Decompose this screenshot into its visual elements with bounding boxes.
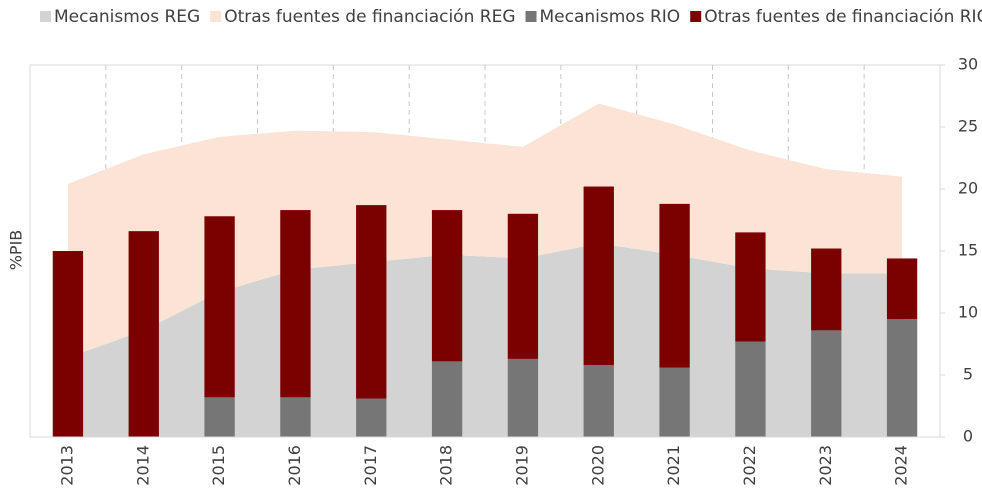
- legend-swatch: [210, 11, 222, 22]
- x-tick-label: 2019: [512, 445, 531, 486]
- bar: [52, 251, 84, 437]
- y-tick-label: 0: [963, 427, 973, 446]
- x-tick-label: 2023: [816, 445, 835, 486]
- x-tick-label: 2020: [588, 445, 607, 486]
- y-tick-label: 15: [958, 241, 978, 260]
- bar: [735, 341, 766, 437]
- x-tick-label: 2021: [664, 445, 683, 486]
- bar: [886, 319, 918, 437]
- x-tick-label: 2016: [285, 445, 304, 486]
- bar: [204, 216, 235, 398]
- bar: [583, 365, 614, 437]
- y-tick-label: 25: [958, 117, 978, 136]
- bar: [507, 358, 539, 437]
- x-tick-label: 2017: [361, 445, 380, 486]
- legend-label: Mecanismos REG: [54, 7, 200, 27]
- x-tick-label: 2024: [892, 445, 911, 486]
- y-tick-label: 30: [958, 55, 978, 74]
- bar: [431, 210, 463, 362]
- y-tick-label: 10: [958, 303, 978, 322]
- x-tick-label: 2014: [133, 445, 152, 486]
- x-tick-label: 2022: [740, 445, 759, 486]
- x-tick-label: 2013: [57, 445, 76, 486]
- bar: [431, 361, 463, 437]
- area: [67, 103, 903, 358]
- bar: [280, 397, 311, 437]
- bar: [659, 203, 690, 368]
- area: [67, 243, 903, 437]
- legend-label: Otras fuentes de financiación REG: [224, 7, 515, 27]
- legend-label: Mecanismos RIO: [540, 7, 681, 27]
- y-tick-label: 5: [963, 365, 973, 384]
- bar: [128, 231, 159, 437]
- legend-label: Otras fuentes de financiación RIO: [704, 7, 982, 27]
- bar: [204, 397, 235, 437]
- legend-swatch: [40, 11, 51, 22]
- bar: [583, 186, 614, 366]
- bar: [356, 398, 387, 437]
- legend-swatch: [690, 11, 702, 22]
- bar: [886, 258, 918, 320]
- bar: [659, 367, 690, 437]
- bar: [507, 213, 539, 359]
- y-tick-label: 20: [958, 179, 978, 198]
- bar: [811, 330, 842, 437]
- bar: [280, 210, 311, 398]
- legend-swatch: [525, 11, 537, 22]
- y-axis-label: %PIB: [7, 230, 26, 271]
- x-tick-label: 2015: [209, 445, 228, 486]
- bar: [356, 205, 387, 399]
- bar: [811, 248, 842, 331]
- x-tick-label: 2018: [437, 445, 456, 486]
- bar: [735, 232, 766, 342]
